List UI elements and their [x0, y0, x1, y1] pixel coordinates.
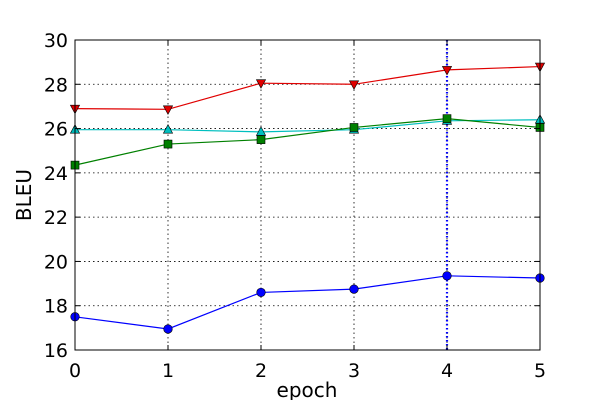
series-2 [70, 114, 545, 170]
data-point [349, 284, 359, 294]
data-point [441, 66, 453, 76]
data-point [163, 324, 173, 334]
y-axis-label: BLEU [12, 169, 36, 221]
data-point [349, 123, 359, 132]
y-tick-label: 18 [44, 296, 68, 318]
x-axis-label: epoch [277, 378, 338, 400]
y-tick-label: 22 [44, 207, 68, 229]
x-tick-label: 4 [441, 360, 453, 382]
y-tick-label: 20 [44, 251, 68, 273]
series-0 [69, 62, 546, 115]
series-line [75, 119, 541, 133]
y-tick-label: 30 [44, 30, 68, 52]
data-point [255, 126, 267, 136]
series-3 [70, 271, 545, 334]
plot-frame [74, 39, 541, 351]
data-point [163, 139, 173, 149]
y-tick-label: 24 [44, 163, 68, 185]
y-tick-label: 28 [44, 74, 68, 96]
data-point [442, 271, 452, 281]
data-point [162, 105, 174, 115]
data-point [256, 287, 266, 298]
ticks: 0 1 2 3 4 5 16 18 20 22 24 26 28 30 [44, 30, 546, 382]
data-point [256, 135, 266, 144]
x-tick-label: 3 [348, 360, 360, 382]
data-point [162, 124, 174, 134]
series-line [74, 275, 541, 330]
series-line [74, 65, 541, 110]
series-line [74, 118, 541, 166]
grid [75, 40, 540, 350]
data-point [348, 80, 360, 90]
series-1 [69, 114, 546, 136]
data-point [255, 79, 267, 89]
y-tick-label: 16 [44, 340, 68, 362]
x-tick-label: 0 [69, 360, 81, 382]
series-group [69, 62, 546, 334]
y-tick-label: 26 [44, 119, 68, 141]
x-tick-label: 5 [534, 360, 546, 382]
x-tick-label: 1 [162, 360, 174, 382]
x-tick-label: 2 [255, 360, 267, 382]
data-point [442, 114, 452, 123]
